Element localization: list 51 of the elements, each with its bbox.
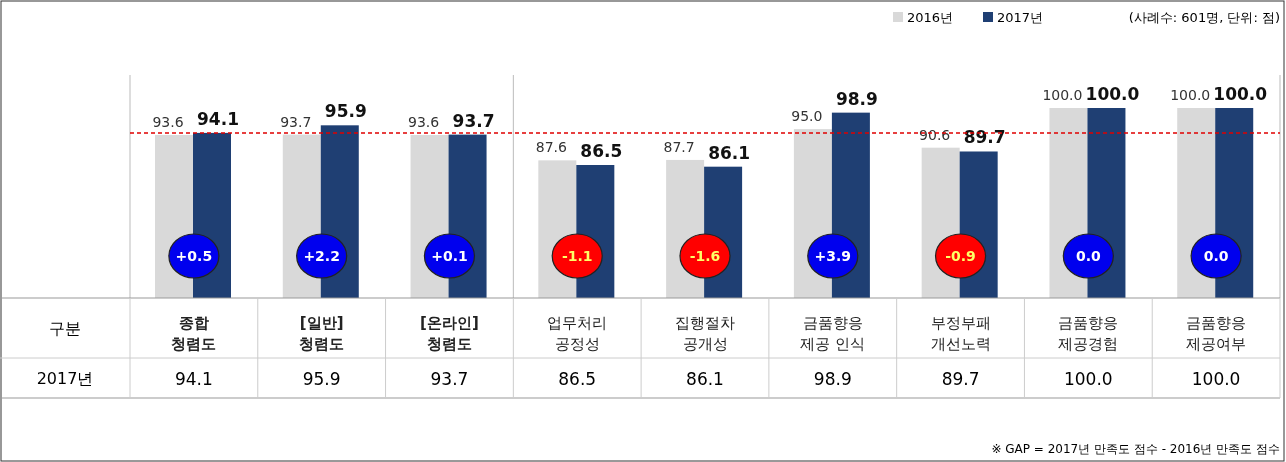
text: ※ GAP = 2017년 만족도 점수 - 2016년 만족도 점수 bbox=[991, 442, 1280, 456]
text: 100.0 bbox=[1085, 84, 1140, 104]
x-tick-label: 금품향응 제공여부 bbox=[1186, 314, 1247, 353]
text: 89.7 bbox=[963, 127, 1006, 148]
legend-label: 2016년 bbox=[907, 10, 954, 25]
text: 93.7 bbox=[452, 110, 495, 131]
annotation: 0.0 bbox=[1075, 248, 1101, 264]
text: (사례수: 601명, 단위: 점) bbox=[1128, 10, 1280, 25]
data-label: 93.7 bbox=[430, 369, 469, 389]
data-label: 95.9 bbox=[302, 369, 341, 389]
data-label: 93.6 bbox=[152, 114, 184, 131]
data-label: 93.6 bbox=[407, 114, 440, 131]
data-label: 86.1 bbox=[686, 369, 724, 389]
data-label: 87.6 bbox=[535, 139, 568, 156]
text: 86.1 bbox=[708, 142, 751, 163]
data-label: 90.6 bbox=[919, 126, 951, 143]
annotation: +0.5 bbox=[175, 248, 213, 264]
annotation: 0.0 bbox=[1203, 248, 1229, 264]
data-label: 93.7 bbox=[280, 113, 312, 130]
data-label: 86.5 bbox=[558, 369, 597, 389]
x-tick-label: [일반] 청렴도 bbox=[299, 314, 345, 353]
text: 100.0 bbox=[1213, 84, 1268, 104]
annotation: -1.6 bbox=[689, 248, 721, 264]
data-label: 100.0 bbox=[1191, 369, 1241, 389]
data-label: 94.1 bbox=[174, 369, 213, 389]
data-label: 89.7 bbox=[941, 369, 980, 389]
x-tick-label: 종합 청렴도 bbox=[171, 314, 217, 353]
x-tick-label: [온라인] 청렴도 bbox=[420, 314, 479, 353]
text: 2017년 bbox=[36, 369, 94, 388]
text: 98.9 bbox=[835, 88, 878, 109]
x-tick-label: 업무처리 공정성 bbox=[547, 314, 608, 353]
text: 95.9 bbox=[324, 101, 367, 122]
x-tick-label: 금품향응 제공 인식 bbox=[800, 314, 866, 353]
text: 86.5 bbox=[580, 141, 623, 161]
data-label: 100.0 bbox=[1064, 369, 1113, 389]
annotation: +2.2 bbox=[303, 248, 340, 264]
data-label: 98.9 bbox=[813, 369, 852, 389]
x-tick-label: 집행절차 공개성 bbox=[675, 314, 735, 353]
data-label: 100.0 bbox=[1170, 87, 1211, 103]
annotation: -0.9 bbox=[945, 248, 976, 264]
data-label: 100.0 bbox=[1042, 87, 1083, 103]
data-label: 95.0 bbox=[791, 108, 823, 125]
annotation: +3.9 bbox=[814, 248, 852, 264]
text: 94.1 bbox=[197, 108, 239, 129]
legend-label: 2017년 bbox=[997, 10, 1044, 25]
annotation: +0.1 bbox=[431, 248, 468, 264]
x-tick-label: 부정부패 개선노력 bbox=[930, 314, 991, 353]
annotation: -1.1 bbox=[561, 248, 593, 264]
x-axis-title: 구분 bbox=[49, 319, 81, 338]
x-tick-label: 금품향응 제공경험 bbox=[1058, 314, 1119, 353]
data-label: 87.7 bbox=[663, 138, 695, 155]
